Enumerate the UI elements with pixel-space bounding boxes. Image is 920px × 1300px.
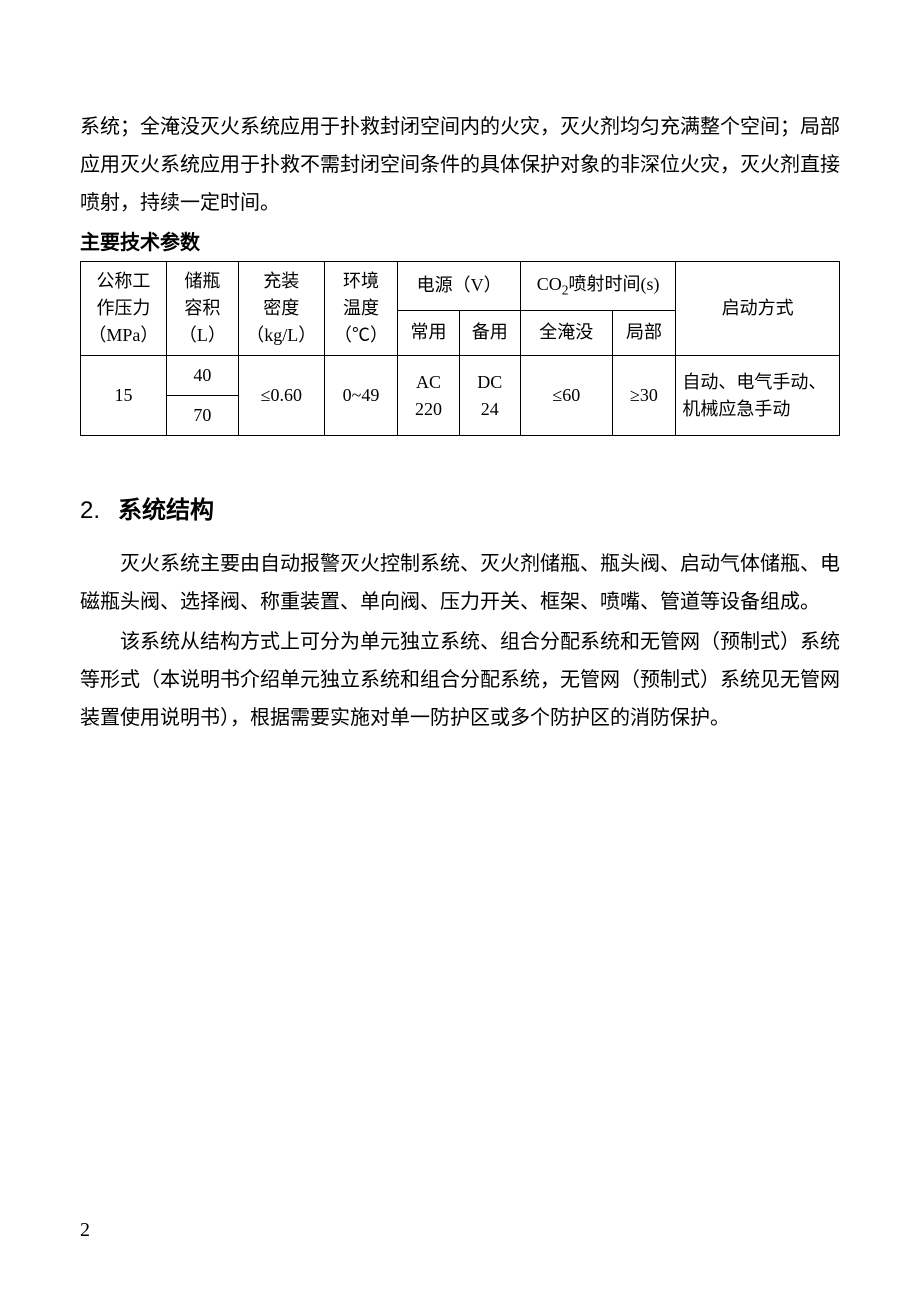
- cell-density: ≤0.60: [238, 356, 324, 436]
- cell-pressure: 15: [81, 356, 167, 436]
- header-volume: 储瓶 容积 （L）: [166, 262, 238, 356]
- header-temp: 环境 温度 （℃）: [324, 262, 398, 356]
- spec-table: 公称工 作压力 （MPa） 储瓶 容积 （L） 充装 密度 （kg/L） 环境 …: [80, 261, 840, 436]
- header-co2-group: CO2喷射时间(s): [520, 262, 675, 311]
- header-power-group: 电源（V）: [398, 262, 521, 311]
- table-title: 主要技术参数: [80, 226, 840, 255]
- header-density: 充装 密度 （kg/L）: [238, 262, 324, 356]
- cell-power-main: AC 220: [398, 356, 459, 436]
- page-number: 2: [80, 1219, 90, 1242]
- table-data-row-1: 15 40 ≤0.60 0~49 AC 220 DC 24 ≤60 ≥30 自动…: [81, 356, 840, 396]
- cell-volume-b: 70: [166, 396, 238, 436]
- cell-start: 自动、电气手动、 机械应急手动: [676, 356, 840, 436]
- header-spray-local: 局部: [612, 310, 676, 355]
- section-2-heading: 2. 系统结构: [80, 490, 840, 525]
- cell-spray-local: ≥30: [612, 356, 676, 436]
- header-pressure: 公称工 作压力 （MPa）: [81, 262, 167, 356]
- section-2-number: 2.: [80, 497, 100, 524]
- intro-paragraph: 系统；全淹没灭火系统应用于扑救封闭空间内的火灾，灭火剂均匀充满整个空间；局部应用…: [80, 108, 840, 222]
- section-2-para-2: 该系统从结构方式上可分为单元独立系统、组合分配系统和无管网（预制式）系统等形式（…: [80, 623, 840, 737]
- table-header-row-1: 公称工 作压力 （MPa） 储瓶 容积 （L） 充装 密度 （kg/L） 环境 …: [81, 262, 840, 311]
- cell-spray-full: ≤60: [520, 356, 612, 436]
- header-spray-full: 全淹没: [520, 310, 612, 355]
- cell-temp: 0~49: [324, 356, 398, 436]
- header-start: 启动方式: [676, 262, 840, 356]
- cell-volume-a: 40: [166, 356, 238, 396]
- section-2-para-1: 灭火系统主要由自动报警灭火控制系统、灭火剂储瓶、瓶头阀、启动气体储瓶、电磁瓶头阀…: [80, 545, 840, 621]
- section-2-title: 系统结构: [118, 497, 214, 524]
- header-power-main: 常用: [398, 310, 459, 355]
- cell-power-backup: DC 24: [459, 356, 520, 436]
- header-power-backup: 备用: [459, 310, 520, 355]
